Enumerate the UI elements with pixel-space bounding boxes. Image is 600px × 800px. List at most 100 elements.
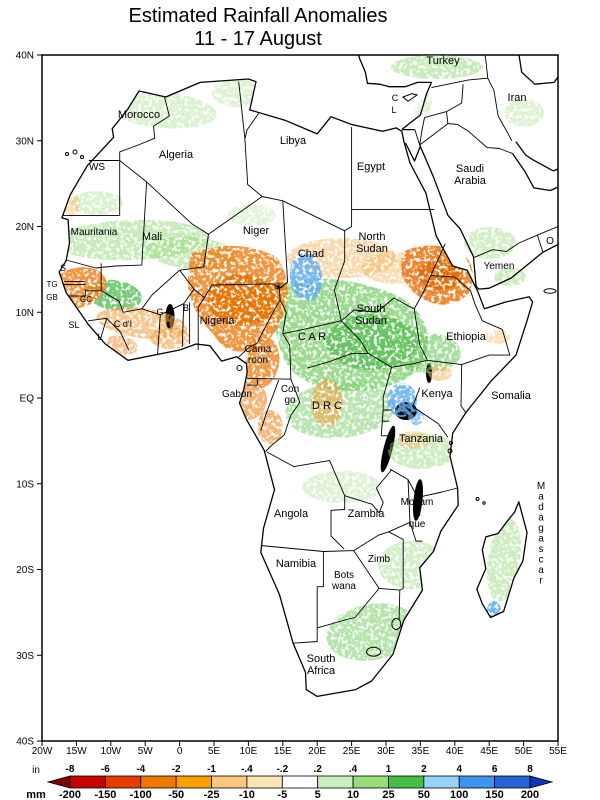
cyprus-island — [402, 93, 419, 102]
country-label: Chad — [298, 248, 324, 260]
map-plot-area — [58, 55, 558, 698]
country-label: South Sudan — [355, 303, 387, 327]
lon-tick-label: 10E — [240, 746, 258, 757]
legend-in-value: 4 — [456, 764, 462, 775]
legend-segment — [388, 775, 425, 789]
legend-mm-value: 200 — [521, 789, 539, 800]
country-label: Turkey — [426, 55, 460, 67]
legend-pos-arrow — [529, 775, 554, 789]
country-label: C — [392, 93, 399, 103]
legend-mm-value: -10 — [239, 789, 255, 800]
legend-segment — [246, 775, 283, 789]
country-label: Iran — [508, 92, 527, 104]
country-label: Ethiopia — [446, 331, 487, 343]
country-label: Algeria — [159, 149, 194, 161]
legend-segment — [494, 775, 531, 789]
legend-in-value: .2 — [314, 764, 323, 775]
country-labels: Morocco Algeria Libya Egypt Saudi Arabia Turke… — [46, 55, 554, 677]
lon-tick-label: 15E — [274, 746, 292, 757]
legend-in-value: .4 — [349, 764, 358, 775]
country-label: Con go — [281, 384, 299, 406]
borders-west-africa — [64, 200, 342, 380]
lat-tick-label: 30N — [16, 136, 34, 147]
legend-in-value: 2 — [421, 764, 427, 775]
legend-in-value: 1 — [386, 764, 392, 775]
lat-tick-label: 40S — [16, 737, 34, 748]
country-label: Egypt — [357, 161, 385, 173]
lesotho-border — [366, 646, 382, 657]
country-label: TG — [46, 280, 57, 289]
country-label: Mozam bi que — [401, 497, 434, 530]
legend-mm-value: -200 — [59, 789, 81, 800]
small-islands — [65, 149, 557, 505]
country-label: Mali — [142, 231, 162, 243]
country-label: O — [546, 236, 554, 247]
legend: in mm -8 -6 -4 -2 -1 -.4 -.2 .2 .4 1 2 4 6 8 -200 -150 -… — [26, 764, 554, 800]
swaziland-border — [391, 618, 402, 630]
country-label: Niger — [243, 225, 270, 237]
lon-tick-label: 5E — [208, 746, 221, 757]
legend-in-value: 6 — [492, 764, 498, 775]
legend-segment — [140, 775, 177, 789]
lon-tick-label: 0 — [177, 746, 183, 757]
lon-tick-label: 10W — [101, 746, 122, 757]
lat-tick-label: 40N — [16, 51, 34, 62]
country-label: North Sudan — [356, 231, 388, 255]
country-label: G — [156, 307, 163, 317]
country-label: Nigeria — [200, 315, 236, 327]
lake-malawi — [413, 479, 423, 521]
country-label: GC — [80, 295, 92, 304]
legend-mm-value: -50 — [168, 789, 184, 800]
country-label: S — [60, 263, 66, 273]
legend-neg-arrow — [46, 775, 71, 789]
africa-coastline — [58, 78, 534, 698]
chart-subtitle: 11 - 17 August — [194, 28, 322, 50]
legend-mm-value: 100 — [450, 789, 468, 800]
lon-tick-label: 40E — [446, 746, 464, 757]
legend-in-value: -6 — [101, 764, 110, 775]
legend-segment — [458, 775, 496, 789]
country-label: Gabon — [222, 389, 252, 400]
country-label: C A R — [298, 331, 326, 343]
country-label: Namibia — [276, 558, 317, 570]
legend-mm-value: 5 — [315, 789, 321, 800]
legend-in-value: -1 — [207, 764, 216, 775]
country-label: WS — [89, 162, 105, 173]
chart-title: Estimated Rainfall Anomalies — [128, 5, 387, 27]
legend-in-value: 8 — [527, 764, 533, 775]
legend-in-value: -4 — [136, 764, 145, 775]
legend-segment — [423, 775, 460, 789]
legend-segment — [281, 775, 319, 789]
borders-middle-east — [414, 55, 558, 258]
country-label: C d'I — [114, 319, 132, 329]
lat-tick-label: 20N — [16, 222, 34, 233]
country-label: D R C — [312, 400, 342, 412]
lon-tick-label: 15W — [66, 746, 87, 757]
country-label: L — [97, 332, 102, 342]
country-label: South Africa — [307, 653, 336, 677]
legend-mm-value: -100 — [130, 789, 152, 800]
country-label: Tanzania — [399, 433, 444, 445]
legend-segment — [175, 775, 212, 789]
legend-mm-value: -150 — [94, 789, 116, 800]
lon-tick-label: 30E — [377, 746, 395, 757]
legend-mm-value: -5 — [277, 789, 287, 800]
country-label: Zimb — [368, 554, 391, 565]
borders-east-africa — [307, 230, 511, 438]
legend-segment — [317, 775, 354, 789]
lon-tick-label: 45E — [480, 746, 498, 757]
lon-tick-label: 20W — [32, 746, 53, 757]
lon-tick-label: 25E — [343, 746, 361, 757]
lake-tanganyika — [380, 425, 396, 473]
country-label: Morocco — [118, 109, 160, 121]
legend-in-value: -.4 — [241, 764, 253, 775]
legend-mm-value: 10 — [347, 789, 359, 800]
legend-unit-in: in — [32, 765, 40, 776]
country-label: L — [391, 105, 396, 115]
country-label: Angola — [274, 508, 309, 520]
country-label: SL — [68, 320, 79, 330]
lat-tick-label: 10S — [16, 479, 34, 490]
country-label: Yemen — [484, 261, 515, 272]
